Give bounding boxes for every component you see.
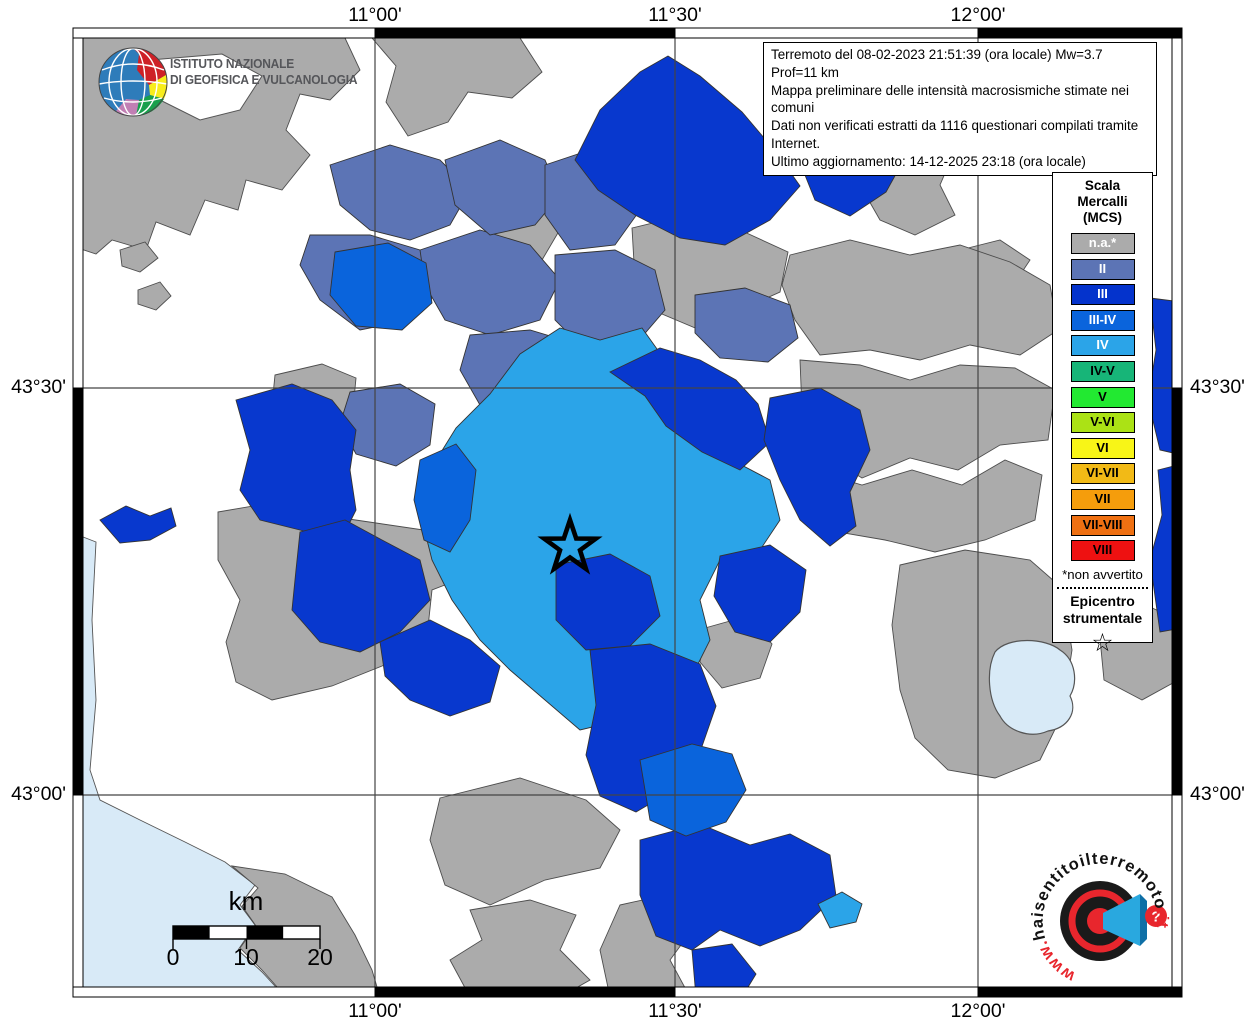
lon-label-bottom-11-30: 11°30' — [648, 1000, 702, 1022]
site-url-tld: .it — [1152, 909, 1171, 930]
municipality-iii-iv — [329, 242, 433, 331]
legend-item-v: V — [1070, 386, 1135, 408]
scale-bar-unit: km — [228, 886, 264, 916]
lon-label-bottom-12-00: 12°00' — [950, 1000, 1006, 1022]
legend-title-line2: Mercalli — [1077, 194, 1128, 209]
legend-item-vi-vii: VI-VII — [1070, 463, 1135, 485]
lon-label-top-12-00: 12°00' — [950, 4, 1006, 26]
lat-label-left-43-00: 43°00' — [11, 783, 66, 805]
speaker-icon — [1103, 894, 1140, 946]
scale-bar-tick-10: 10 — [233, 944, 259, 970]
legend-item-ii: II — [1070, 258, 1135, 280]
legend-title: Scala Mercalli (MCS) — [1053, 178, 1152, 226]
question-mark-icon: ? — [1151, 908, 1160, 925]
info-line-data-source: Dati non verificati estratti da 1116 que… — [771, 118, 1139, 152]
lon-label-top-11-00: 11°00' — [348, 4, 402, 26]
legend-item-viii: VIII — [1070, 540, 1135, 562]
legend-title-line3: (MCS) — [1083, 210, 1122, 225]
ingv-name-line2: DI GEOFISICA E VULCANOLOGIA — [170, 72, 358, 87]
info-line-event: Terremoto del 08-02-2023 21:51:39 (ora l… — [771, 47, 1103, 80]
legend-item-iii-iv: III-IV — [1070, 309, 1135, 331]
legend-title-line1: Scala — [1084, 178, 1121, 193]
legend-epicenter-line1: Epicentro — [1070, 593, 1135, 610]
ingv-logo-globe — [98, 47, 168, 117]
legend-item-na: n.a.* — [1070, 233, 1135, 254]
scale-bar — [172, 925, 321, 949]
legend-item-vi: VI — [1070, 437, 1135, 459]
earthquake-info-box: Terremoto del 08-02-2023 21:51:39 (ora l… — [763, 42, 1157, 176]
legend-item-iv-v: IV-V — [1070, 360, 1135, 382]
lat-label-left-43-30: 43°30' — [11, 376, 66, 398]
lon-label-top-11-30: 11°30' — [648, 4, 702, 26]
legend-footnote: *non avvertito — [1062, 567, 1143, 583]
graticule — [83, 38, 1172, 987]
legend-item-v-vi: V-VI — [1070, 412, 1135, 434]
sea-tyrrhenian — [77, 534, 287, 998]
legend-separator — [1056, 587, 1149, 590]
lat-label-right-43-30: 43°30' — [1190, 376, 1245, 398]
info-line-map-type: Mappa preliminare delle intensità macros… — [771, 82, 1129, 116]
legend-item-iv: IV — [1070, 335, 1135, 357]
legend-epicenter-line2: strumentale — [1062, 610, 1143, 627]
legend-item-vii: VII — [1070, 488, 1135, 510]
legend-item-iii: III — [1070, 284, 1135, 306]
lake-trasimeno — [988, 640, 1076, 735]
legend-box: Scala Mercalli (MCS) n.a.* II III III-IV… — [1052, 172, 1153, 656]
legend-item-vii-viii: VII-VIII — [1070, 514, 1135, 536]
ingv-name-line1: ISTITUTO NAZIONALE — [170, 56, 295, 71]
municipalities-iii-inner — [555, 347, 871, 998]
epicenter-star — [537, 512, 603, 575]
lat-label-right-43-00: 43°00' — [1190, 783, 1245, 805]
info-line-updated: Ultimo aggiornamento: 14-12-2025 23:18 (… — [771, 153, 1086, 169]
municipality-iv-south — [817, 891, 863, 929]
scale-bar-tick-0: 0 — [166, 944, 180, 970]
epicenter-star-icon: ☆ — [1091, 629, 1114, 658]
lon-label-bottom-11-00: 11°00' — [348, 1000, 402, 1022]
scale-bar-tick-20: 20 — [307, 944, 333, 970]
ingv-logo-text: ISTITUTO NAZIONALE DI GEOFISICA E VULCAN… — [170, 56, 357, 88]
municipalities-iii-iv — [413, 443, 747, 837]
map-frame — [72, 27, 1183, 998]
